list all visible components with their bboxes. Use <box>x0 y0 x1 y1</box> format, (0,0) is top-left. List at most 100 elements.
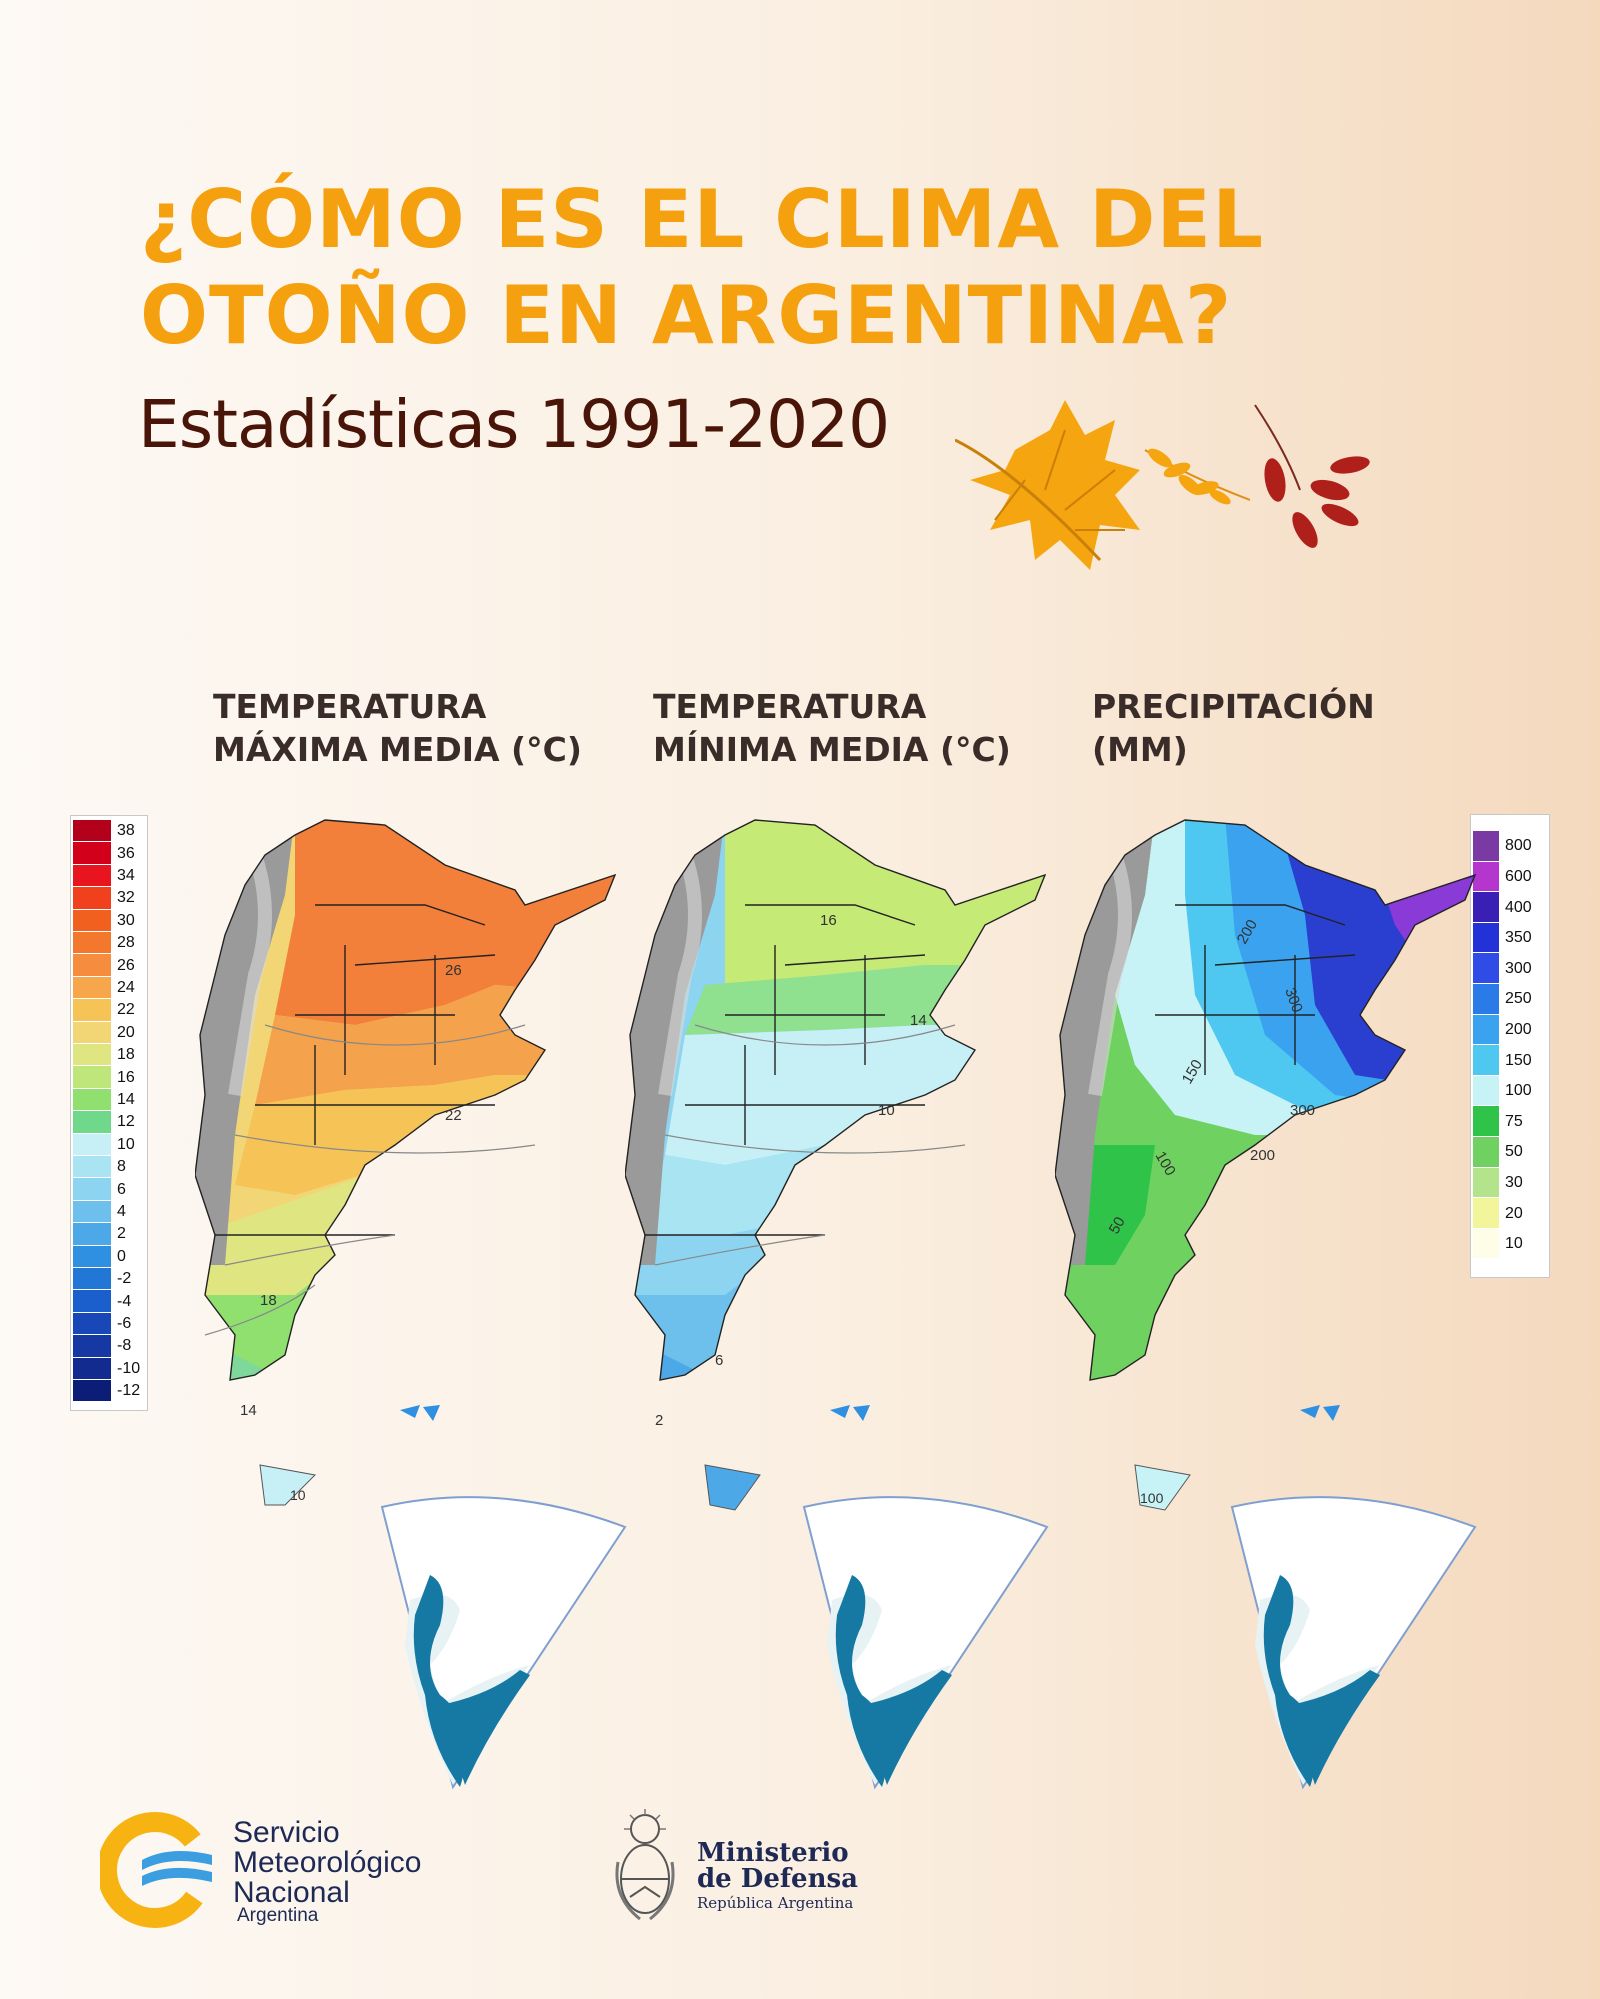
precipitation-legend-label: 75 <box>1505 1112 1523 1130</box>
tierra-del-fuego-shape <box>704 1464 761 1511</box>
contour-label-26: 26 <box>445 962 462 979</box>
temperature-legend-swatch <box>73 1044 111 1067</box>
temperature-legend-swatch <box>73 820 111 843</box>
mindef-name-line-1: Ministerio <box>697 1838 849 1868</box>
antarctica-inset-3 <box>1230 1496 1477 1790</box>
smn-name-line-2: Meteorológico <box>233 1846 422 1879</box>
temperature-legend-swatch <box>73 1200 111 1224</box>
contour-label-50: 50 <box>1106 1214 1129 1237</box>
temperature-legend-swatch <box>73 887 111 910</box>
precipitation-legend-swatch <box>1473 1137 1499 1168</box>
antarctica-inset-2 <box>802 1496 1049 1790</box>
temperature-legend-label: -10 <box>117 1359 141 1377</box>
temperature-legend-swatch <box>73 842 111 865</box>
contour-label-10: 10 <box>878 1102 895 1119</box>
precipitation-legend-label: 350 <box>1505 929 1532 947</box>
temperature-legend-swatch <box>73 1290 111 1313</box>
temperature-legend-label: 30 <box>117 911 135 929</box>
subtitle: Estadísticas 1991-2020 <box>138 386 890 463</box>
precipitation-legend-label: 400 <box>1505 898 1532 916</box>
temperature-legend-label: 10 <box>117 1135 135 1153</box>
precipitation-legend-swatch <box>1473 1014 1499 1046</box>
temperature-legend-swatch <box>73 932 111 955</box>
contour-label-2: 2 <box>655 1412 663 1429</box>
temperature-legend-label: 36 <box>117 844 135 862</box>
autumn-leaves-decoration <box>955 400 1370 570</box>
temperature-legend-label: 2 <box>117 1225 126 1243</box>
temperature-legend-swatch <box>73 1021 111 1044</box>
temperature-legend-swatch <box>73 1156 111 1179</box>
temperature-legend-swatch <box>73 1245 111 1268</box>
precipitation-legend-swatch <box>1473 831 1499 862</box>
temperature-legend-label: 6 <box>117 1180 126 1198</box>
mindef-name-line-3: República Argentina <box>697 1894 854 1912</box>
map-title-max-temp: TEMPERATURA MÁXIMA MEDIA (°C) <box>213 687 582 769</box>
temperature-legend-label: 20 <box>117 1023 135 1041</box>
temperature-legend-label: -2 <box>117 1270 132 1288</box>
precipitation-legend: 800 600 400 350 300 250 200 150 100 75 50 30 20 10 <box>1470 814 1550 1278</box>
smn-name-line-3: Nacional <box>233 1876 350 1909</box>
temperature-legend-swatch <box>73 1088 111 1112</box>
smn-logo-icon <box>100 1812 213 1928</box>
malvinas-islands-shape <box>830 1405 870 1421</box>
temperature-legend: 38 36 34 32 30 28 26 24 22 20 18 16 14 12 10 8 6 4 2 0 -2 -4-… <box>70 815 148 1411</box>
temperature-legend-swatch <box>73 954 111 977</box>
tierra-del-fuego-shape <box>1134 1464 1191 1511</box>
contour-label-18: 18 <box>260 1292 277 1309</box>
temperature-legend-label: -12 <box>117 1382 141 1400</box>
title-line-1: ¿CÓMO ES EL CLIMA DEL <box>140 173 1265 266</box>
title-line-2: OTOÑO EN ARGENTINA? <box>140 269 1233 362</box>
contour-label-300-south: 300 <box>1290 1102 1315 1119</box>
min-temperature-map: 16 14 10 6 2 <box>625 819 1047 1511</box>
temperature-legend-swatch <box>73 1357 111 1380</box>
temperature-legend-swatch <box>73 1380 111 1403</box>
temperature-legend-label: 8 <box>117 1158 126 1176</box>
temperature-legend-label: 4 <box>117 1203 126 1220</box>
temperature-legend-label: 32 <box>117 889 135 907</box>
smn-name-line-4: Argentina <box>237 1905 319 1926</box>
precipitation-legend-label: 250 <box>1505 990 1532 1008</box>
temperature-legend-label: 24 <box>117 979 135 996</box>
temperature-legend-label: 26 <box>117 956 135 974</box>
temperature-legend-label: -4 <box>117 1292 132 1310</box>
temperature-legend-swatch <box>73 1312 111 1336</box>
precipitation-legend-swatch <box>1473 1106 1499 1137</box>
temperature-legend-label: 34 <box>117 867 135 884</box>
temperature-legend-swatch <box>73 1066 111 1089</box>
contour-label-10: 10 <box>290 1487 306 1503</box>
precipitation-legend-swatch <box>1473 953 1499 984</box>
temperature-legend-swatch <box>73 1111 111 1134</box>
precipitation-legend-swatch <box>1473 1045 1499 1076</box>
fern-leaf-icon <box>1144 448 1251 505</box>
precipitation-legend-swatch <box>1473 1198 1499 1229</box>
malvinas-islands-shape <box>1300 1405 1340 1421</box>
temperature-legend-swatch <box>73 864 111 888</box>
temperature-legend-swatch <box>73 1178 111 1201</box>
precipitation-legend-swatch <box>1473 1167 1499 1199</box>
antarctica-inset-1 <box>380 1496 627 1790</box>
temperature-legend-swatch <box>73 1268 111 1291</box>
precipitation-legend-label: 30 <box>1505 1173 1523 1191</box>
contour-label-16: 16 <box>820 912 837 929</box>
temperature-legend-swatch <box>73 1133 111 1156</box>
precipitation-legend-label: 600 <box>1505 867 1532 885</box>
temperature-legend-swatch <box>73 1223 111 1246</box>
precipitation-legend-label: 10 <box>1505 1235 1523 1253</box>
tierra-del-fuego-shape <box>259 1464 317 1506</box>
map-title-precipitation: PRECIPITACIÓN (MM) <box>1092 687 1375 769</box>
precipitation-legend-label: 800 <box>1505 837 1532 855</box>
precipitation-legend-swatch <box>1473 892 1499 923</box>
temperature-legend-label: 18 <box>117 1046 135 1064</box>
precipitation-map: 200 300 300 150 200 100 50 100 <box>1055 819 1477 1511</box>
temperature-legend-label: 22 <box>117 1001 135 1019</box>
precipitation-legend-label: 150 <box>1505 1051 1532 1069</box>
precipitation-legend-label: 100 <box>1505 1082 1532 1100</box>
contour-label-100-tdf: 100 <box>1140 1490 1164 1506</box>
temperature-legend-label: 14 <box>117 1091 135 1108</box>
contour-label-6: 6 <box>715 1352 723 1369</box>
temperature-legend-label: -8 <box>117 1337 132 1355</box>
precipitation-legend-swatch <box>1473 1228 1499 1260</box>
precipitation-legend-swatch <box>1473 984 1499 1015</box>
temperature-legend-label: 16 <box>117 1068 135 1086</box>
precipitation-legend-swatch <box>1473 1075 1499 1107</box>
